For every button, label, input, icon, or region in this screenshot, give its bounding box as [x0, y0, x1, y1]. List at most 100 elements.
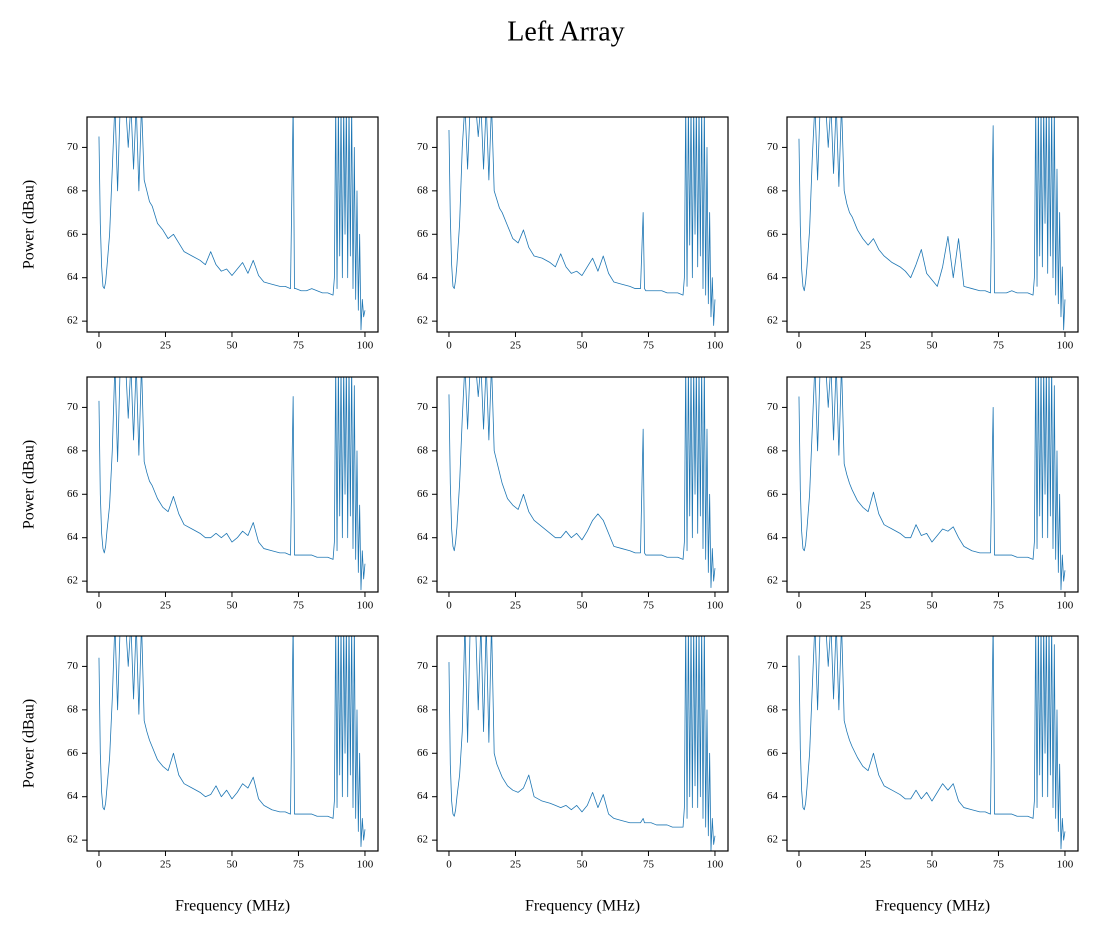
x-tick-label: 75 — [993, 859, 1005, 871]
y-tick-label: 68 — [67, 444, 79, 456]
x-tick-label: 75 — [643, 340, 655, 352]
y-tick-label: 66 — [767, 228, 779, 240]
x-tick-label: 100 — [707, 600, 724, 612]
axes-frame — [436, 376, 729, 593]
axes-frame — [786, 116, 1079, 333]
x-tick-label: 100 — [1057, 859, 1074, 871]
y-tick-label: 62 — [417, 834, 428, 846]
y-tick-label: 70 — [67, 141, 79, 153]
x-tick-label: 0 — [446, 600, 452, 612]
y-tick-label: 66 — [767, 747, 779, 759]
y-tick-label: 66 — [67, 747, 79, 759]
x-tick-label: 0 — [796, 600, 802, 612]
y-tick-label: 64 — [417, 790, 429, 802]
spectrum-line — [448, 117, 716, 326]
x-tick-label: 0 — [96, 340, 102, 352]
subplot: 0 25 50 75 100 62 64 66 68 70 — [417, 116, 729, 352]
x-tick-label: 0 — [96, 600, 102, 612]
spectrum-line — [798, 377, 1066, 591]
y-axis-label: Power (dBau) — [21, 440, 38, 529]
x-tick-label: 50 — [226, 600, 238, 612]
x-tick-label: 0 — [796, 340, 802, 352]
y-tick-label: 66 — [67, 228, 79, 240]
axes-frame — [436, 635, 729, 852]
subplot: 0 25 50 75 100 62 64 66 68 70 — [417, 376, 729, 612]
y-tick-label: 62 — [67, 315, 78, 327]
y-tick-label: 68 — [67, 184, 79, 196]
x-tick-label: 25 — [860, 859, 872, 871]
spectrum-line — [98, 377, 366, 591]
x-tick-label: 75 — [643, 600, 655, 612]
y-tick-label: 70 — [767, 141, 779, 153]
subplot: 0 25 50 75 100 62 64 66 68 70 Power (dBau) — [21, 116, 379, 352]
x-tick-label: 50 — [226, 340, 238, 352]
x-tick-label: 100 — [357, 859, 374, 871]
y-tick-label: 64 — [417, 271, 429, 283]
x-tick-label: 0 — [796, 859, 802, 871]
y-tick-label: 68 — [67, 703, 79, 715]
y-tick-label: 68 — [417, 703, 429, 715]
y-tick-label: 68 — [767, 444, 779, 456]
y-tick-label: 64 — [767, 271, 779, 283]
x-tick-label: 75 — [993, 340, 1005, 352]
y-tick-label: 70 — [417, 660, 429, 672]
axes-frame — [86, 116, 379, 333]
y-tick-label: 62 — [67, 834, 78, 846]
x-tick-label: 100 — [707, 859, 724, 871]
x-tick-label: 25 — [160, 600, 172, 612]
x-tick-label: 50 — [576, 340, 588, 352]
y-tick-label: 64 — [767, 790, 779, 802]
y-tick-label: 70 — [767, 401, 779, 413]
subplot: 0 25 50 75 100 62 64 66 68 70 — [767, 376, 1079, 612]
x-tick-label: 25 — [160, 340, 172, 352]
y-tick-label: 62 — [767, 315, 778, 327]
x-axis-label: Frequency (MHz) — [175, 898, 290, 915]
subplot: 0 25 50 75 100 62 64 66 68 70 Power (dBau) — [21, 376, 379, 612]
x-axis-label: Frequency (MHz) — [875, 898, 990, 915]
spectrum-line — [798, 636, 1066, 850]
x-tick-label: 0 — [96, 859, 102, 871]
x-tick-label: 50 — [926, 859, 938, 871]
subplot: 0 25 50 75 100 62 64 66 68 70 — [767, 116, 1079, 352]
y-tick-label: 64 — [67, 790, 79, 802]
y-axis-label: Power (dBau) — [21, 180, 38, 269]
x-tick-label: 75 — [993, 600, 1005, 612]
y-tick-label: 64 — [767, 531, 779, 543]
y-tick-label: 62 — [767, 834, 778, 846]
spectrum-line — [448, 636, 716, 851]
y-tick-label: 62 — [67, 575, 78, 587]
x-tick-label: 50 — [226, 859, 238, 871]
y-tick-label: 62 — [417, 575, 428, 587]
axes-frame — [86, 635, 379, 852]
x-tick-label: 75 — [293, 600, 305, 612]
x-tick-label: 50 — [926, 600, 938, 612]
spectrum-line — [98, 636, 366, 848]
x-tick-label: 100 — [707, 340, 724, 352]
y-tick-label: 66 — [417, 228, 429, 240]
axes-frame — [786, 376, 1079, 593]
y-tick-label: 64 — [67, 271, 79, 283]
x-axis-label: Frequency (MHz) — [525, 898, 640, 915]
x-tick-label: 25 — [160, 859, 172, 871]
x-tick-label: 50 — [576, 859, 588, 871]
spectrum-line — [448, 377, 716, 589]
y-tick-label: 62 — [767, 575, 778, 587]
y-tick-label: 70 — [67, 401, 79, 413]
subplot: 0 25 50 75 100 62 64 66 68 70 Frequency (MHz) — [767, 635, 1079, 915]
x-tick-label: 75 — [293, 340, 305, 352]
x-tick-label: 50 — [926, 340, 938, 352]
x-tick-label: 100 — [357, 340, 374, 352]
y-tick-label: 62 — [417, 315, 428, 327]
spectrum-line — [798, 117, 1066, 331]
spectrum-line — [98, 117, 366, 331]
y-tick-label: 70 — [767, 660, 779, 672]
x-tick-label: 25 — [510, 340, 522, 352]
subplot: 0 25 50 75 100 62 64 66 68 70 Frequency (MHz) — [417, 635, 729, 915]
y-tick-label: 70 — [417, 141, 429, 153]
x-tick-label: 25 — [860, 600, 872, 612]
y-tick-label: 68 — [417, 184, 429, 196]
y-tick-label: 68 — [417, 444, 429, 456]
x-tick-label: 25 — [510, 600, 522, 612]
x-tick-label: 0 — [446, 859, 452, 871]
